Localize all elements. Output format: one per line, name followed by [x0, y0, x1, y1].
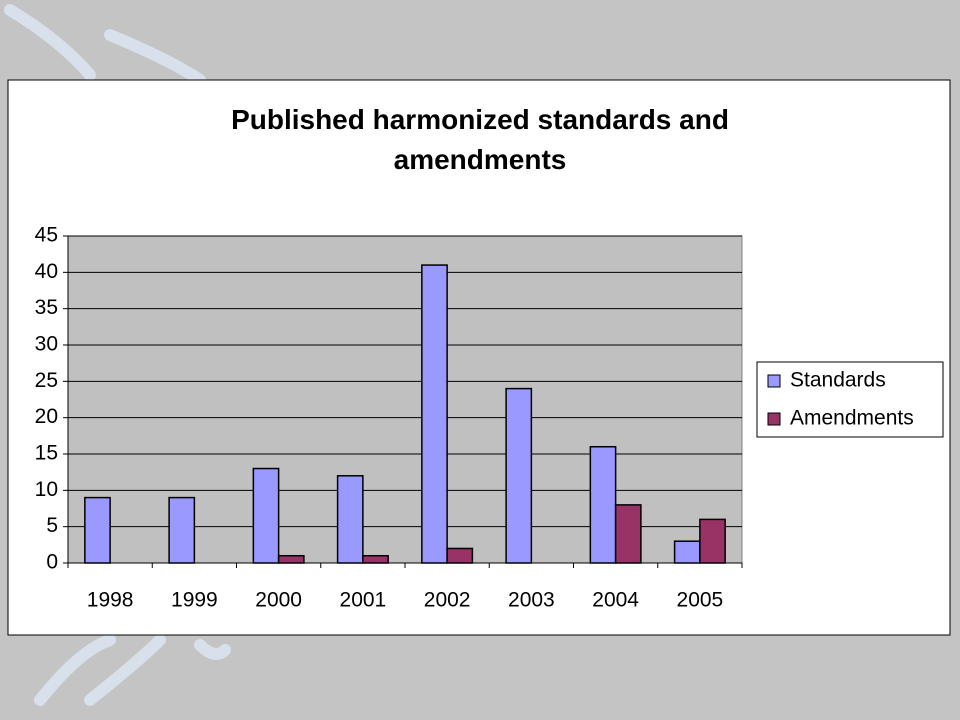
bar [277, 554, 305, 564]
x-tick-label: 2003 [508, 589, 555, 612]
bar [699, 518, 726, 564]
bar [252, 467, 280, 564]
bar [614, 504, 642, 564]
y-tick-label: 45 [35, 224, 58, 247]
legend-label: Standards [790, 369, 886, 392]
legend-swatch [767, 412, 781, 426]
x-tick-label: 2001 [340, 589, 387, 612]
decoration [4, 4, 231, 706]
bar [336, 475, 364, 564]
bar [505, 387, 533, 564]
y-tick-label: 30 [35, 333, 58, 356]
y-tick-label: 40 [35, 260, 58, 283]
x-tick-label: 2000 [255, 589, 302, 612]
x-tick-label: 1999 [171, 589, 218, 612]
y-tick-label: 5 [46, 514, 58, 537]
bar [168, 496, 196, 564]
y-tick-label: 10 [35, 478, 58, 501]
legend-label: Amendments [790, 407, 914, 430]
bar [673, 540, 701, 564]
chart-title: Published harmonized standards and amend… [231, 104, 729, 175]
y-tick-label: 20 [35, 405, 58, 428]
bar [362, 554, 389, 564]
bar [446, 547, 474, 564]
bar [421, 264, 448, 564]
y-tick-label: 25 [35, 369, 58, 392]
legend-swatch [767, 374, 781, 388]
bar [84, 496, 111, 564]
x-tick-label: 2005 [677, 589, 724, 612]
y-tick-label: 15 [35, 442, 58, 465]
y-tick-label: 35 [35, 296, 58, 319]
x-tick-label: 1998 [87, 589, 134, 612]
y-tick-label: 0 [46, 551, 58, 574]
x-tick-label: 2002 [424, 589, 471, 612]
legend [756, 361, 944, 438]
x-tick-label: 2004 [592, 589, 639, 612]
bar [589, 445, 617, 564]
